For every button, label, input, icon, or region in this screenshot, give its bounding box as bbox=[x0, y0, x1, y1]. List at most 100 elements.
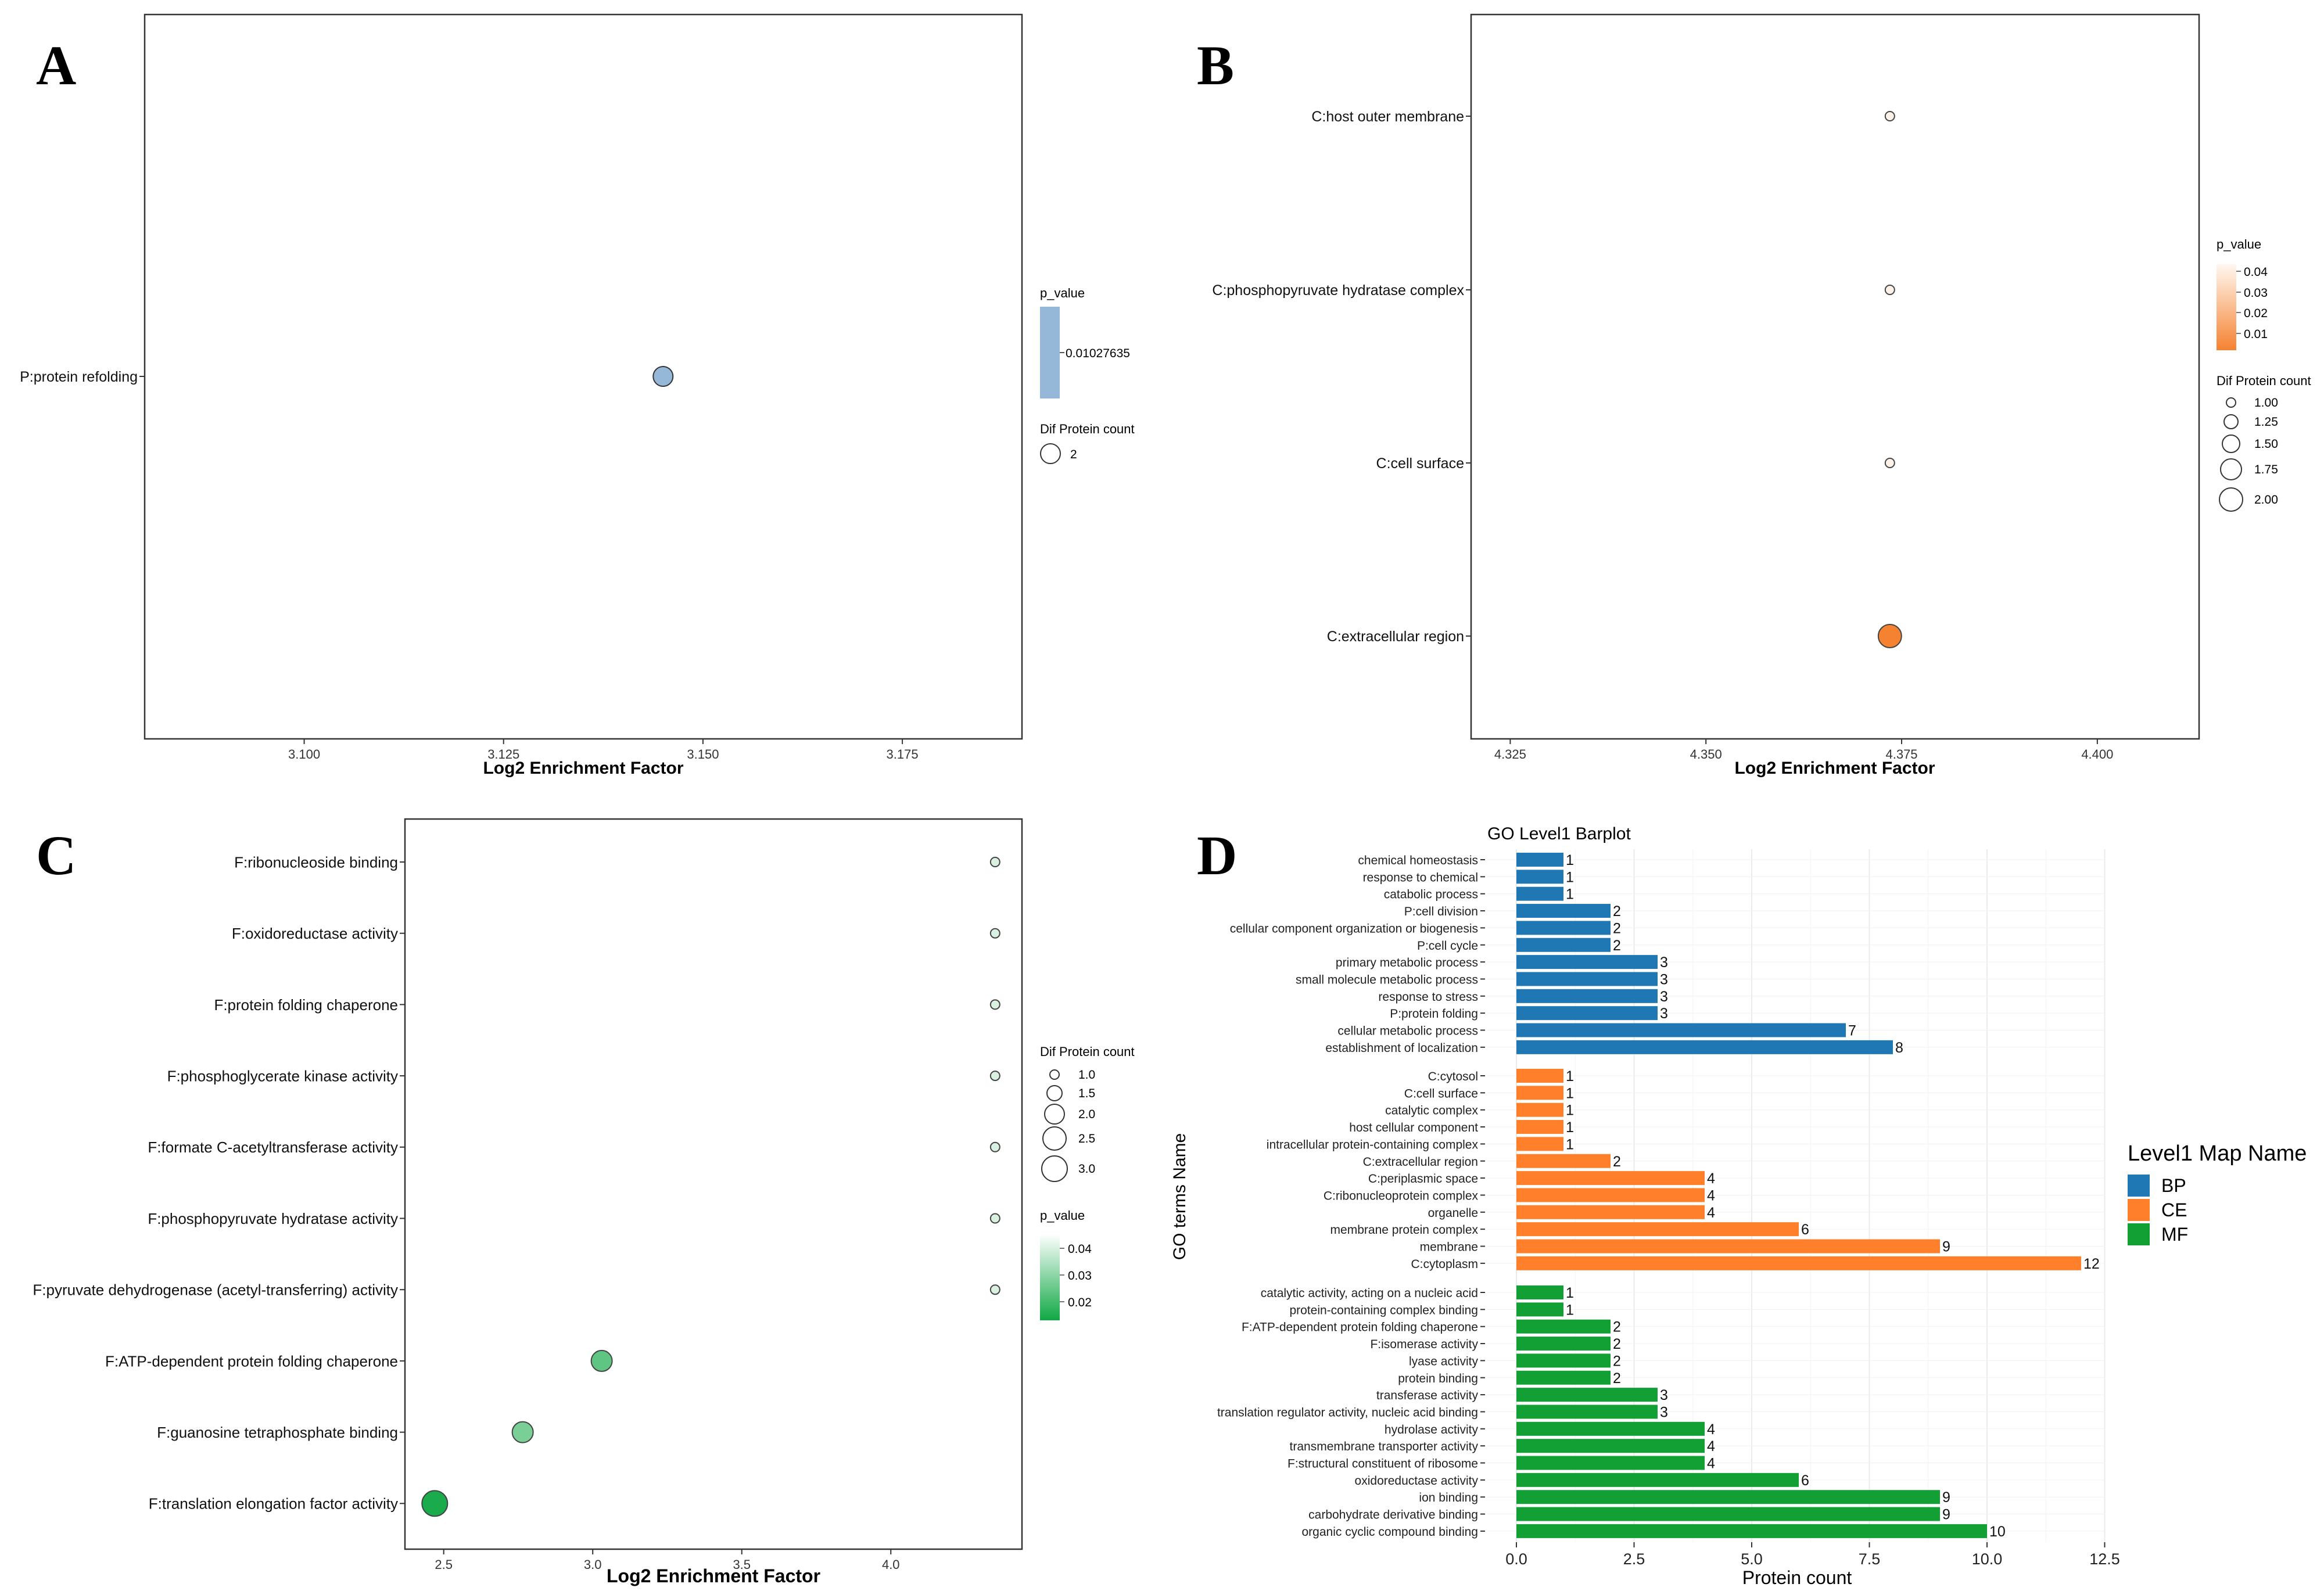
panel-d-letter: D bbox=[1197, 824, 1237, 886]
bar-value-label: 3 bbox=[1660, 989, 1668, 1005]
b-y-tick-label: C:cell surface bbox=[1376, 455, 1464, 472]
point bbox=[1884, 285, 1895, 295]
panel-c-y-axis: F:ribonucleoside binding F:oxidoreductase… bbox=[33, 853, 405, 1513]
c-y-tick-label: F:ATP-dependent protein folding chaperon… bbox=[105, 1352, 398, 1370]
bar bbox=[1516, 1205, 1705, 1219]
bar-value-label: 2 bbox=[1613, 938, 1621, 954]
panel-d-x-axis: 0.0 2.5 5.0 7.5 10.0 12.5 bbox=[1505, 1542, 2120, 1568]
legend-d-swatch bbox=[2128, 1223, 2150, 1245]
legend-a-color-swatch bbox=[1040, 307, 1060, 398]
y-tick-label: host cellular component bbox=[1349, 1121, 1478, 1134]
panel-a-x-label: Log2 Enrichment Factor bbox=[483, 759, 683, 778]
bar-value-label: 1 bbox=[1566, 1102, 1574, 1119]
panel-c: C F:ribonucleoside binding F:oxidoreducta… bbox=[33, 818, 1135, 1586]
y-tick-label: F:structural constituent of ribosome bbox=[1287, 1457, 1478, 1471]
legend-c-size-circle bbox=[1049, 1069, 1060, 1080]
a-x-tick-label: 3.150 bbox=[687, 747, 719, 762]
bar-value-label: 4 bbox=[1707, 1170, 1715, 1187]
y-tick-label: F:isomerase activity bbox=[1370, 1338, 1478, 1351]
bar bbox=[1516, 938, 1611, 952]
a-x-tick-label: 3.100 bbox=[288, 747, 320, 762]
legend-c-size-circle bbox=[1042, 1126, 1067, 1151]
c-y-tick-label: F:pyruvate dehydrogenase (acetyl-transfe… bbox=[33, 1281, 398, 1299]
x-tick-label: 0.0 bbox=[1505, 1550, 1527, 1568]
bar-value-label: 1 bbox=[1566, 1285, 1574, 1301]
legend-c-color-gradient bbox=[1040, 1234, 1060, 1320]
legend-c-color-label: 0.04 bbox=[1068, 1242, 1092, 1256]
point bbox=[989, 1284, 1000, 1295]
point bbox=[989, 1141, 1000, 1152]
legend-a-color-label: 0.01027635 bbox=[1066, 347, 1130, 360]
panel-c-points bbox=[421, 857, 1000, 1517]
point bbox=[1884, 111, 1895, 121]
y-tick-label: intracellular protein-containing complex bbox=[1267, 1138, 1479, 1151]
b-y-tick-label: C:extracellular region bbox=[1327, 629, 1464, 645]
y-tick-label: C:cytosol bbox=[1428, 1070, 1478, 1083]
legend-b-size-circle bbox=[2223, 414, 2239, 429]
bar-value-label: 4 bbox=[1707, 1421, 1715, 1438]
legend-c-size-title: Dif Protein count bbox=[1040, 1044, 1135, 1059]
bar bbox=[1516, 1239, 1940, 1254]
b-x-tick-label: 4.350 bbox=[1690, 747, 1722, 762]
bar-value-label: 3 bbox=[1660, 1404, 1668, 1420]
panel-b-points bbox=[1877, 111, 1902, 648]
legend-d-swatch bbox=[2128, 1199, 2150, 1221]
bar-value-label: 9 bbox=[1942, 1507, 1950, 1523]
legend-c-color-title: p_value bbox=[1040, 1208, 1085, 1223]
legend-c-size-circle bbox=[1044, 1104, 1065, 1125]
panel-b-x-label: Log2 Enrichment Factor bbox=[1734, 759, 1935, 778]
bar bbox=[1516, 1388, 1658, 1402]
bar-value-label: 2 bbox=[1613, 903, 1621, 920]
y-tick-label: small molecule metabolic process bbox=[1296, 973, 1478, 986]
c-y-tick-label: F:protein folding chaperone bbox=[214, 996, 398, 1014]
bar bbox=[1516, 1171, 1705, 1186]
legend-b-size-label: 1.50 bbox=[2254, 437, 2278, 451]
y-tick-label: chemical homeostasis bbox=[1358, 854, 1478, 867]
bar bbox=[1516, 1154, 1611, 1168]
c-y-tick-label: F:ribonucleoside binding bbox=[234, 853, 398, 871]
bar bbox=[1516, 1507, 1940, 1521]
panel-a-y-axis: P:protein refolding bbox=[20, 369, 145, 385]
legend-b-color-label: 0.01 bbox=[2244, 328, 2268, 341]
a-x-tick-label: 3.125 bbox=[487, 747, 519, 762]
c-x-tick-label: 2.5 bbox=[435, 1557, 453, 1572]
legend-b-size-circle bbox=[2226, 397, 2236, 408]
bar bbox=[1516, 1256, 2081, 1270]
legend-b-size-circle bbox=[2219, 487, 2243, 512]
legend-d-label: MF bbox=[2161, 1224, 2188, 1245]
panel-a-points bbox=[652, 366, 674, 387]
y-tick-label: C:extracellular region bbox=[1363, 1155, 1478, 1169]
y-tick-label: carbohydrate derivative binding bbox=[1308, 1509, 1478, 1522]
legend-a-size-label: 2 bbox=[1070, 448, 1077, 461]
bar-value-label: 1 bbox=[1566, 1302, 1574, 1318]
c-x-tick-label: 3.0 bbox=[584, 1557, 602, 1572]
legend-d-title: Level1 Map Name bbox=[2128, 1141, 2307, 1166]
y-tick-label: lyase activity bbox=[1409, 1355, 1479, 1368]
panel-b-letter: B bbox=[1197, 34, 1234, 96]
bar bbox=[1516, 955, 1658, 969]
y-tick-label: C:cytoplasm bbox=[1411, 1258, 1478, 1271]
c-x-tick-label: 3.5 bbox=[733, 1557, 751, 1572]
bar-value-label: 3 bbox=[1660, 1387, 1668, 1403]
bar-value-label: 2 bbox=[1613, 1319, 1621, 1335]
legend-d-keys: BP CE MF bbox=[2128, 1175, 2188, 1245]
panel-d-bars: 1 chemical homeostasis 1 response to chemic… bbox=[1217, 852, 2100, 1540]
bar bbox=[1516, 1353, 1611, 1368]
bar bbox=[1516, 1439, 1705, 1453]
panel-c-letter: C bbox=[36, 824, 76, 886]
panel-c-legend: Dif Protein count 1.0 1.5 2.0 2.5 3.0 p_valu… bbox=[1040, 1044, 1135, 1320]
panel-b-legend: p_value 0.04 0.03 0.02 0.01 Dif Protein cou… bbox=[2217, 237, 2311, 512]
y-tick-label: protein binding bbox=[1398, 1372, 1478, 1385]
y-tick-label: catabolic process bbox=[1384, 888, 1478, 902]
legend-d-label: BP bbox=[2161, 1175, 2186, 1196]
panel-b-y-axis: C:host outer membrane C:phosphopyruvate h… bbox=[1212, 109, 1471, 645]
bar bbox=[1516, 904, 1611, 918]
legend-c-size-circle bbox=[1046, 1085, 1063, 1101]
panel-a-legend: p_value 0.01027635 Dif Protein count 2 bbox=[1040, 286, 1135, 464]
b-x-tick-label: 4.325 bbox=[1494, 747, 1526, 762]
y-tick-label: primary metabolic process bbox=[1336, 956, 1478, 969]
panel-d: D GO Level1 Barplot 1 chemical homeostasi… bbox=[1170, 824, 2307, 1588]
legend-a-size-title: Dif Protein count bbox=[1040, 422, 1135, 436]
y-tick-label: C:ribonucleoprotein complex bbox=[1324, 1189, 1479, 1202]
y-tick-label: ion binding bbox=[1419, 1491, 1478, 1504]
